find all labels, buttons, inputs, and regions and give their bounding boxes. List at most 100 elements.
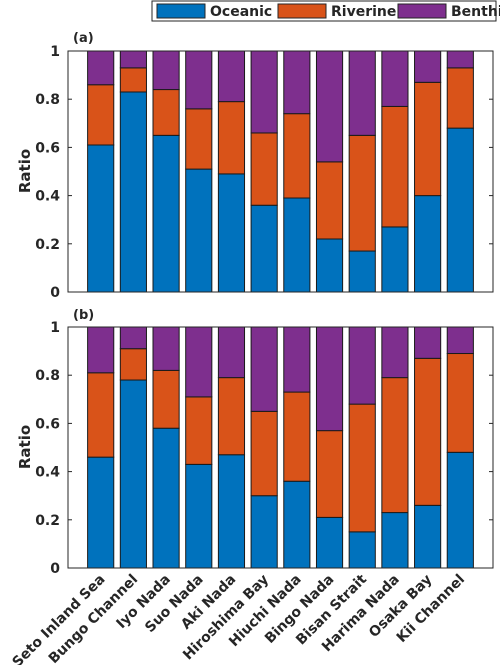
bar-riverine-kii-channel: [446, 353, 474, 453]
bar-benthic-hiroshima-bay: [250, 50, 278, 134]
legend: Oceanic Riverine Benthic: [151, 0, 500, 22]
y-tick-label: 0.6: [35, 416, 60, 432]
bar-riverine-harima-nada: [381, 377, 409, 514]
bar-oceanic-suo-nada: [185, 168, 213, 293]
panel-b-axes-box: [67, 326, 494, 569]
bar-oceanic-hiroshima-bay: [250, 495, 278, 569]
bar-oceanic-aki-nada: [217, 173, 246, 293]
panel-a: 0 0.2 0.4 0.6 0.8 1 (a) Ratio: [16, 31, 494, 301]
bar-benthic-bingo-nada: [315, 326, 344, 432]
panel-b: 0 0.2 0.4 0.6 0.8 1 (b) Ratio Seto Inland Sea…: [9, 308, 494, 665]
bar-oceanic-iyo-nada: [152, 134, 180, 293]
panel-a-axes-box: [67, 50, 494, 293]
bar-oceanic-bingo-nada: [315, 516, 344, 569]
bar-oceanic-iyo-nada: [152, 427, 180, 569]
panel-a-bars: [87, 50, 474, 293]
legend-label-riverine: Riverine: [331, 4, 396, 20]
bar-riverine-hiuchi-nada: [283, 391, 311, 482]
bar-benthic-seto-inland-sea: [87, 50, 115, 86]
bar-oceanic-hiuchi-nada: [283, 480, 311, 569]
bar-benthic-harima-nada: [381, 326, 409, 379]
legend-swatch-oceanic: [156, 3, 206, 19]
bar-oceanic-bingo-nada: [315, 238, 344, 293]
legend-swatch-riverine: [277, 3, 327, 19]
y-tick-label: 0: [50, 561, 60, 577]
bar-benthic-suo-nada: [185, 50, 213, 110]
bar-oceanic-osaka-bay: [414, 195, 442, 293]
bar-riverine-bungo-channel: [119, 348, 147, 381]
y-tick-label: 0.4: [35, 465, 60, 481]
panel-a-label: (a): [73, 31, 94, 46]
bar-benthic-hiuchi-nada: [283, 326, 311, 393]
y-tick-label: 0.6: [35, 140, 60, 156]
bar-benthic-hiroshima-bay: [250, 326, 278, 412]
bar-oceanic-seto-inland-sea: [87, 144, 115, 293]
bar-benthic-seto-inland-sea: [87, 326, 115, 374]
panel-b-y-axis-label: Ratio: [16, 425, 34, 469]
bar-benthic-aki-nada: [217, 326, 246, 379]
bar-riverine-harima-nada: [381, 105, 409, 228]
bar-benthic-bingo-nada: [315, 50, 344, 163]
y-tick-label: 0.4: [35, 189, 60, 205]
bar-oceanic-suo-nada: [185, 463, 213, 569]
bar-oceanic-bungo-channel: [119, 91, 147, 293]
bar-oceanic-harima-nada: [381, 512, 409, 569]
legend-label-benthic: Benthic: [451, 4, 500, 20]
bar-riverine-seto-inland-sea: [87, 372, 115, 458]
bar-oceanic-kii-channel: [446, 127, 474, 293]
bar-oceanic-seto-inland-sea: [87, 456, 115, 569]
panel-b-label: (b): [73, 308, 94, 323]
bar-riverine-hiroshima-bay: [250, 410, 278, 497]
bar-riverine-suo-nada: [185, 108, 213, 170]
bar-riverine-aki-nada: [217, 377, 246, 456]
panel-a-y-ticks: 0 0.2 0.4 0.6 0.8 1: [35, 44, 493, 301]
legend-label-oceanic: Oceanic: [210, 4, 272, 20]
bar-benthic-osaka-bay: [414, 326, 442, 359]
bar-oceanic-bisan-strait: [348, 531, 376, 569]
y-tick-label: 1: [50, 44, 60, 60]
bar-oceanic-bisan-strait: [348, 250, 376, 293]
bar-riverine-kii-channel: [446, 67, 474, 129]
bar-oceanic-aki-nada: [217, 454, 246, 569]
y-tick-label: 1: [50, 320, 60, 336]
bar-benthic-kii-channel: [446, 50, 474, 69]
bar-oceanic-harima-nada: [381, 226, 409, 293]
bar-benthic-osaka-bay: [414, 50, 442, 83]
bar-benthic-iyo-nada: [152, 326, 180, 371]
y-tick-label: 0.8: [35, 92, 60, 108]
bar-oceanic-kii-channel: [446, 451, 474, 569]
bar-riverine-bingo-nada: [315, 161, 344, 240]
bar-riverine-bingo-nada: [315, 430, 344, 518]
y-tick-label: 0.2: [35, 237, 60, 253]
bar-riverine-hiuchi-nada: [283, 113, 311, 199]
panel-b-bars: [87, 326, 474, 569]
bar-riverine-bungo-channel: [119, 67, 147, 93]
bar-riverine-osaka-bay: [414, 81, 442, 197]
bar-riverine-bisan-strait: [348, 134, 376, 252]
bar-riverine-seto-inland-sea: [87, 84, 115, 146]
bar-benthic-bisan-strait: [348, 326, 376, 405]
y-tick-label: 0.2: [35, 513, 60, 529]
bar-riverine-iyo-nada: [152, 369, 180, 429]
bar-benthic-bungo-channel: [119, 326, 147, 350]
bar-oceanic-osaka-bay: [414, 504, 442, 569]
bar-benthic-bisan-strait: [348, 50, 376, 136]
bar-riverine-suo-nada: [185, 396, 213, 465]
y-tick-label: 0.8: [35, 368, 60, 384]
legend-swatch-benthic: [397, 3, 447, 19]
y-tick-label: 0: [50, 285, 60, 301]
bar-benthic-harima-nada: [381, 50, 409, 107]
bar-benthic-suo-nada: [185, 326, 213, 398]
bar-riverine-iyo-nada: [152, 89, 180, 136]
bar-oceanic-hiuchi-nada: [283, 197, 311, 293]
bar-benthic-bungo-channel: [119, 50, 147, 69]
bar-riverine-osaka-bay: [414, 357, 442, 506]
bar-benthic-kii-channel: [446, 326, 474, 355]
bar-riverine-aki-nada: [217, 101, 246, 175]
bar-riverine-hiroshima-bay: [250, 132, 278, 206]
panel-a-y-axis-label: Ratio: [16, 149, 34, 193]
bar-benthic-hiuchi-nada: [283, 50, 311, 115]
bar-benthic-iyo-nada: [152, 50, 180, 91]
